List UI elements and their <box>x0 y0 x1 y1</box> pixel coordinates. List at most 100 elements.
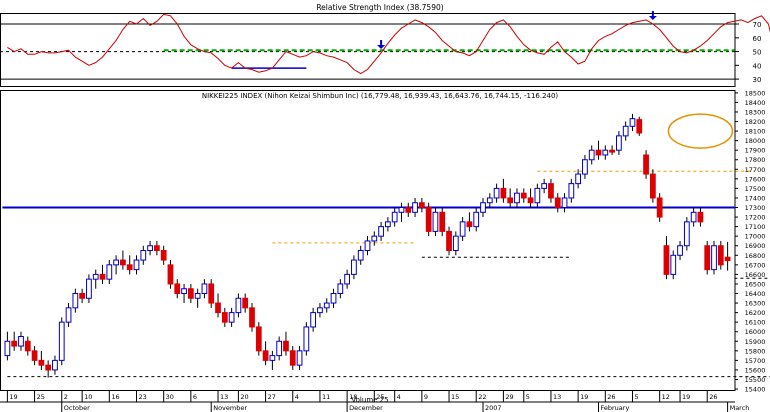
candle-up <box>677 245 683 256</box>
candle-up <box>486 197 493 204</box>
candlesticks <box>4 113 731 378</box>
candle-up <box>317 307 323 314</box>
candle-down <box>643 154 649 175</box>
price-tick-label: 17500 <box>745 185 766 193</box>
x-tick-label: 12 <box>662 393 670 401</box>
candle-up <box>147 245 153 252</box>
chart-frame <box>0 13 736 403</box>
price-tick-label: 16600 <box>745 271 766 279</box>
candle-up <box>140 250 147 261</box>
candle-up <box>92 273 99 280</box>
rsi-tick-label: 70 <box>753 21 762 29</box>
candle-up <box>622 125 629 137</box>
candle-down <box>446 230 452 252</box>
rsi-tick-label: 30 <box>753 76 762 84</box>
x-tick-label: 5 <box>526 393 530 401</box>
candle-up <box>201 283 208 295</box>
x-tick-label: 26 <box>607 393 615 401</box>
rsi-tick-label: 50 <box>753 49 762 57</box>
candle-down <box>167 264 174 285</box>
x-tick-label: 15 <box>451 393 459 401</box>
candle-up <box>344 273 350 285</box>
price-tick-label: 18500 <box>745 89 766 97</box>
x-tick-label: 29 <box>505 393 513 401</box>
x-tick-label: 26 <box>709 393 717 401</box>
candle-up <box>351 259 357 275</box>
month-label: March <box>730 404 750 412</box>
rsi-line <box>7 13 770 75</box>
candle-up <box>194 293 201 299</box>
rsi-annotations <box>163 11 735 69</box>
candle-up <box>228 312 235 323</box>
candle-up <box>86 278 92 299</box>
candle-up <box>276 340 283 357</box>
x-tick-label: 4 <box>397 393 401 401</box>
candle-down <box>609 149 615 153</box>
x-tick-label: 4 <box>295 393 299 401</box>
rsi-tick-label: 40 <box>753 62 762 70</box>
price-tick-label: 15700 <box>745 357 766 365</box>
candle-up <box>65 307 72 323</box>
candle-down <box>215 302 221 314</box>
candle-up <box>72 293 79 309</box>
x-tick-label: 6 <box>193 393 197 401</box>
candle-up <box>310 312 317 328</box>
candle-up <box>106 264 113 280</box>
price-tick-label: 15500 <box>745 376 766 384</box>
price-tick-label: 18400 <box>745 99 766 107</box>
candle-up <box>18 335 24 347</box>
candle-down <box>174 283 181 295</box>
candle-up <box>582 159 588 175</box>
candle-up <box>357 250 364 261</box>
x-tick-label: 25 <box>37 393 45 401</box>
candle-down <box>649 173 656 199</box>
x-tick-label: 10 <box>84 393 92 401</box>
candle-up <box>181 288 187 295</box>
x-tick-label: 19 <box>580 393 588 401</box>
candle-down <box>153 245 160 252</box>
candle-up <box>371 235 378 242</box>
candle-down <box>527 197 534 204</box>
candle-up <box>568 183 575 199</box>
candle-down <box>405 207 412 213</box>
candle-down <box>595 149 602 156</box>
price-tick-label: 15900 <box>745 338 766 346</box>
price-tick-label: 15600 <box>745 366 766 374</box>
volume-note: Volume 25 <box>351 396 388 404</box>
price-tick-label: 17900 <box>745 147 766 155</box>
price-panel: NIKKEI225 INDEX (Nihon Keizai Shimbun In… <box>2 89 770 402</box>
candle-up <box>330 293 337 304</box>
candle-down <box>255 326 262 352</box>
candle-up <box>629 118 636 127</box>
x-tick-label: 22 <box>478 393 486 401</box>
price-tick-label: 17200 <box>745 214 766 222</box>
price-border <box>0 90 736 391</box>
candle-down <box>289 350 296 366</box>
x-tick-label: 16 <box>111 393 119 401</box>
candle-up <box>514 192 520 204</box>
rsi-series-line <box>7 13 770 75</box>
candle-down <box>11 340 18 347</box>
rsi-y-tick-labels: 30 40 50 60 70 <box>735 21 761 84</box>
candle-up <box>452 235 459 252</box>
candle-up <box>493 187 500 199</box>
candle-up <box>575 173 582 185</box>
candle-up <box>235 297 242 314</box>
price-tick-label: 18200 <box>745 118 766 126</box>
x-tick-label: 23 <box>138 393 146 401</box>
x-tick-label: 9 <box>424 393 428 401</box>
x-tick-label: 18 <box>349 393 357 401</box>
candle-down <box>636 119 643 134</box>
candle-down <box>79 293 86 299</box>
price-tick-label: 16500 <box>745 280 766 288</box>
x-tick-label: 25 <box>376 393 384 401</box>
candle-up <box>385 221 391 228</box>
candle-down <box>554 197 561 209</box>
x-tick-label: 11 <box>322 393 330 401</box>
candle-down <box>439 211 446 232</box>
x-tick-label: 19 <box>682 393 690 401</box>
candle-down <box>249 307 255 328</box>
candle-down <box>466 221 473 228</box>
candle-down <box>697 211 704 223</box>
